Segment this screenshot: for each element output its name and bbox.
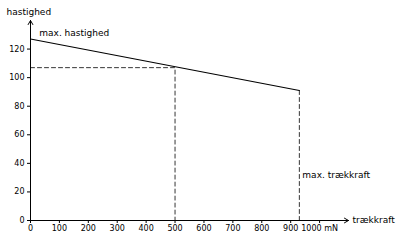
svg-text:500: 500 [167,224,182,233]
svg-text:max. hastighed: max. hastighed [39,28,109,38]
svg-text:80: 80 [14,102,24,111]
svg-text:300: 300 [110,224,125,233]
svg-text:800: 800 [254,224,269,233]
svg-text:20: 20 [14,187,24,196]
svg-text:60: 60 [14,130,24,139]
svg-text:0: 0 [28,224,33,233]
svg-text:200: 200 [81,224,96,233]
svg-text:trækkraft: trækkraft [353,215,396,225]
svg-text:40: 40 [14,159,24,168]
svg-text:400: 400 [138,224,153,233]
svg-text:900: 900 [283,224,298,233]
svg-text:100: 100 [9,73,24,82]
svg-text:700: 700 [225,224,240,233]
svg-text:0: 0 [19,216,24,225]
svg-text:hastighed: hastighed [7,7,52,17]
svg-text:120: 120 [9,45,24,54]
svg-text:1000 mN: 1000 mN [301,224,338,233]
svg-text:100: 100 [52,224,67,233]
svg-text:600: 600 [196,224,211,233]
svg-text:max. trækkraft: max. trækkraft [302,170,370,180]
